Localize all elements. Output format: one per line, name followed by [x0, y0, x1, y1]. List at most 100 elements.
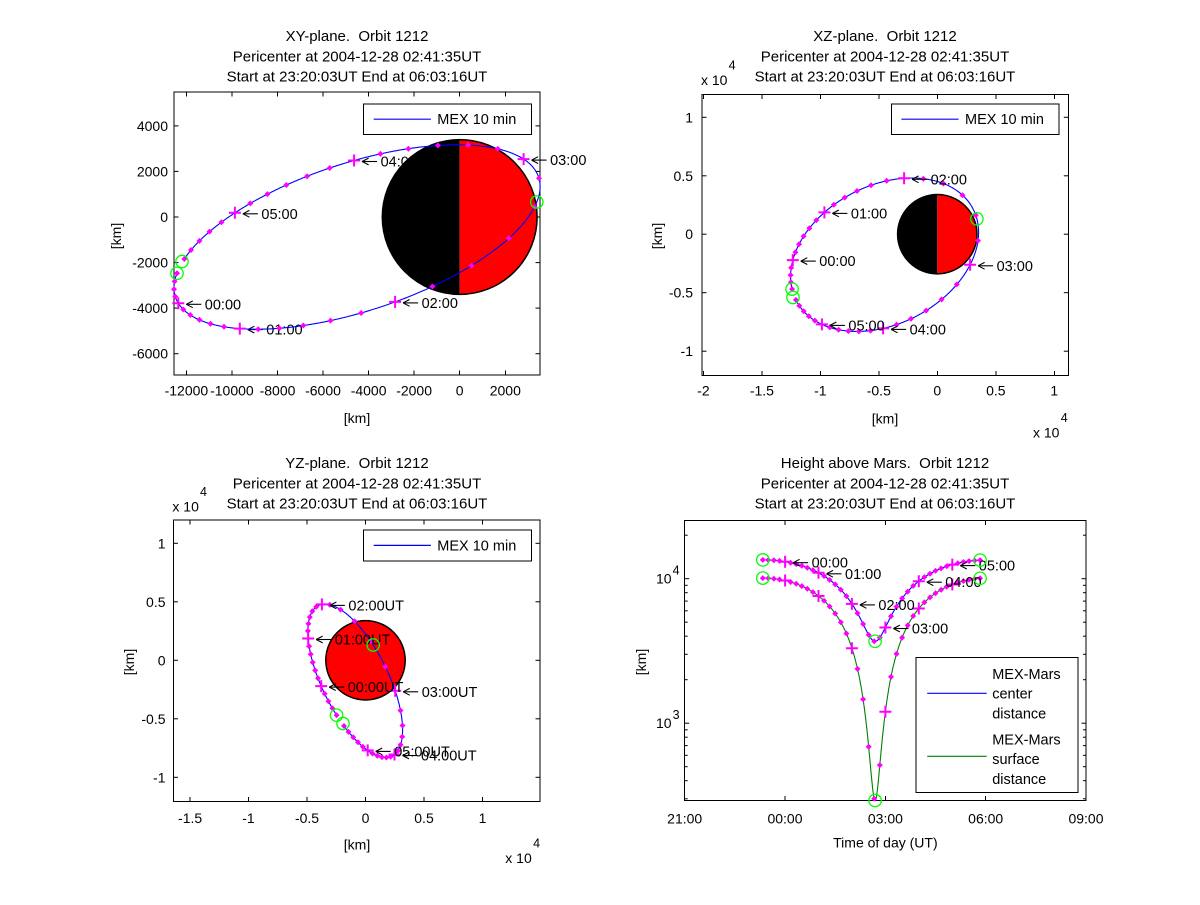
- svg-text:10: 10: [656, 571, 672, 587]
- svg-text:-6000: -6000: [132, 346, 168, 362]
- svg-text:2000: 2000: [490, 383, 521, 399]
- svg-text:surface: surface: [992, 752, 1040, 768]
- svg-text:0: 0: [158, 652, 166, 668]
- svg-text:-2000: -2000: [396, 383, 432, 399]
- svg-text:03:00: 03:00: [550, 153, 586, 169]
- svg-text:2000: 2000: [137, 163, 168, 179]
- svg-text:x 10: x 10: [172, 498, 199, 514]
- svg-text:3: 3: [673, 708, 680, 722]
- svg-text:00:00: 00:00: [812, 556, 848, 572]
- svg-text:XY-plane. Orbit 1212: XY-plane. Orbit 1212: [286, 28, 429, 45]
- svg-text:1: 1: [158, 535, 166, 551]
- svg-text:x 10: x 10: [701, 72, 728, 88]
- svg-text:MEX 10 min: MEX 10 min: [437, 538, 516, 554]
- svg-text:4000: 4000: [137, 118, 168, 134]
- svg-text:00:00: 00:00: [767, 811, 802, 827]
- svg-text:-0.5: -0.5: [867, 383, 891, 399]
- svg-text:21:00: 21:00: [667, 811, 702, 827]
- svg-text:1: 1: [1050, 383, 1058, 399]
- svg-text:x 10: x 10: [505, 850, 532, 866]
- svg-text:Pericenter at 2004-12-28 02:41: Pericenter at 2004-12-28 02:41:35UT: [761, 48, 1010, 65]
- svg-text:00:00: 00:00: [819, 254, 855, 270]
- svg-text:02:00UT: 02:00UT: [348, 598, 404, 614]
- svg-text:00:00: 00:00: [205, 297, 241, 313]
- svg-text:-2: -2: [697, 383, 710, 399]
- svg-text:0: 0: [160, 209, 168, 225]
- svg-text:[km]: [km]: [344, 836, 370, 852]
- svg-text:09:00: 09:00: [1068, 811, 1103, 827]
- svg-text:03:00: 03:00: [868, 811, 903, 827]
- svg-text:0: 0: [933, 383, 941, 399]
- svg-text:-4000: -4000: [351, 383, 387, 399]
- svg-text:4: 4: [1061, 411, 1068, 425]
- svg-text:[km]: [km]: [121, 649, 137, 675]
- svg-text:0.5: 0.5: [146, 594, 166, 610]
- svg-text:distance: distance: [992, 772, 1046, 788]
- svg-text:04:00UT: 04:00UT: [421, 749, 477, 765]
- svg-text:[km]: [km]: [872, 410, 898, 426]
- svg-text:MEX 10 min: MEX 10 min: [965, 112, 1044, 128]
- svg-text:04:00: 04:00: [945, 575, 981, 591]
- svg-text:Start at 23:20:03UT End at 06:: Start at 23:20:03UT End at 06:03:16UT: [227, 496, 488, 513]
- svg-text:03:00: 03:00: [912, 622, 948, 638]
- svg-text:Time of day (UT): Time of day (UT): [833, 835, 938, 851]
- svg-text:01:00: 01:00: [845, 567, 881, 583]
- svg-text:-12000: -12000: [165, 383, 209, 399]
- svg-text:4: 4: [533, 837, 540, 851]
- svg-text:[km]: [km]: [633, 649, 649, 675]
- svg-text:02:00: 02:00: [878, 598, 914, 614]
- svg-text:-1.5: -1.5: [750, 383, 774, 399]
- svg-text:01:00: 01:00: [851, 206, 887, 222]
- svg-text:Start at 23:20:03UT End at 06:: Start at 23:20:03UT End at 06:03:16UT: [755, 69, 1016, 86]
- svg-text:0: 0: [362, 810, 370, 826]
- svg-text:center: center: [992, 687, 1032, 703]
- svg-text:-8000: -8000: [260, 383, 296, 399]
- svg-text:1: 1: [479, 810, 487, 826]
- svg-text:05:00: 05:00: [848, 318, 884, 334]
- svg-text:MEX-Mars: MEX-Mars: [992, 733, 1060, 749]
- svg-text:[km]: [km]: [649, 223, 665, 249]
- svg-text:Height above Mars. Orbit 1212: Height above Mars. Orbit 1212: [781, 455, 989, 472]
- svg-text:05:00: 05:00: [979, 559, 1015, 575]
- svg-text:02:00: 02:00: [422, 296, 458, 312]
- svg-text:06:00: 06:00: [968, 811, 1003, 827]
- svg-text:MEX 10 min: MEX 10 min: [437, 112, 516, 128]
- svg-text:0.5: 0.5: [986, 383, 1006, 399]
- svg-text:-1.5: -1.5: [178, 810, 202, 826]
- svg-text:[km]: [km]: [344, 410, 370, 426]
- svg-text:Pericenter at 2004-12-28 02:41: Pericenter at 2004-12-28 02:41:35UT: [761, 475, 1010, 492]
- svg-text:Pericenter at 2004-12-28 02:41: Pericenter at 2004-12-28 02:41:35UT: [233, 475, 482, 492]
- svg-text:4: 4: [729, 59, 736, 73]
- svg-text:00:00UT: 00:00UT: [348, 680, 404, 696]
- svg-text:-10000: -10000: [210, 383, 254, 399]
- svg-text:01:00: 01:00: [266, 323, 302, 339]
- svg-text:-0.5: -0.5: [141, 711, 165, 727]
- svg-text:Start at 23:20:03UT End at 06:: Start at 23:20:03UT End at 06:03:16UT: [755, 496, 1016, 513]
- svg-text:-1: -1: [814, 383, 827, 399]
- svg-text:4: 4: [200, 485, 207, 499]
- svg-text:05:00: 05:00: [261, 207, 297, 223]
- svg-text:-4000: -4000: [132, 300, 168, 316]
- svg-text:10: 10: [656, 715, 672, 731]
- svg-text:-0.5: -0.5: [669, 285, 693, 301]
- svg-text:04:00: 04:00: [910, 322, 946, 338]
- svg-text:4: 4: [673, 564, 680, 578]
- svg-text:YZ-plane. Orbit 1212: YZ-plane. Orbit 1212: [285, 455, 428, 472]
- svg-text:05:00UT: 05:00UT: [394, 744, 450, 760]
- svg-text:-1: -1: [681, 343, 694, 359]
- svg-text:Pericenter at 2004-12-28 02:41: Pericenter at 2004-12-28 02:41:35UT: [233, 48, 482, 65]
- svg-text:02:00: 02:00: [931, 172, 967, 188]
- svg-text:0.5: 0.5: [414, 810, 434, 826]
- svg-text:0: 0: [456, 383, 464, 399]
- svg-text:-6000: -6000: [305, 383, 341, 399]
- svg-text:-0.5: -0.5: [295, 810, 319, 826]
- svg-text:-1: -1: [242, 810, 255, 826]
- svg-text:XZ-plane. Orbit 1212: XZ-plane. Orbit 1212: [813, 28, 956, 45]
- svg-text:-1: -1: [153, 769, 166, 785]
- svg-text:1: 1: [685, 109, 693, 125]
- svg-text:Start at 23:20:03UT End at 06:: Start at 23:20:03UT End at 06:03:16UT: [227, 69, 488, 86]
- svg-text:01:00UT: 01:00UT: [335, 633, 391, 649]
- svg-text:-2000: -2000: [132, 255, 168, 271]
- svg-text:distance: distance: [992, 707, 1046, 723]
- svg-text:0.5: 0.5: [674, 168, 694, 184]
